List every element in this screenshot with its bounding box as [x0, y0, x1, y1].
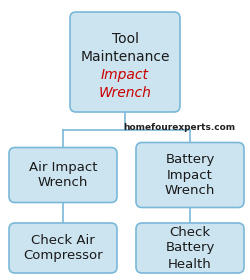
- FancyBboxPatch shape: [136, 143, 244, 207]
- Text: Battery
Impact
Wrench: Battery Impact Wrench: [165, 153, 215, 197]
- FancyBboxPatch shape: [9, 223, 117, 273]
- Text: Check Air
Compressor: Check Air Compressor: [23, 234, 103, 263]
- Text: Check
Battery
Health: Check Battery Health: [165, 225, 215, 270]
- FancyBboxPatch shape: [136, 223, 244, 273]
- Text: Air Impact
Wrench: Air Impact Wrench: [29, 160, 97, 190]
- Text: Impact
Wrench: Impact Wrench: [98, 68, 152, 100]
- FancyBboxPatch shape: [9, 148, 117, 202]
- FancyBboxPatch shape: [70, 12, 180, 112]
- Text: homefourexperts.com: homefourexperts.com: [123, 123, 235, 132]
- Text: Tool
Maintenance: Tool Maintenance: [80, 32, 170, 64]
